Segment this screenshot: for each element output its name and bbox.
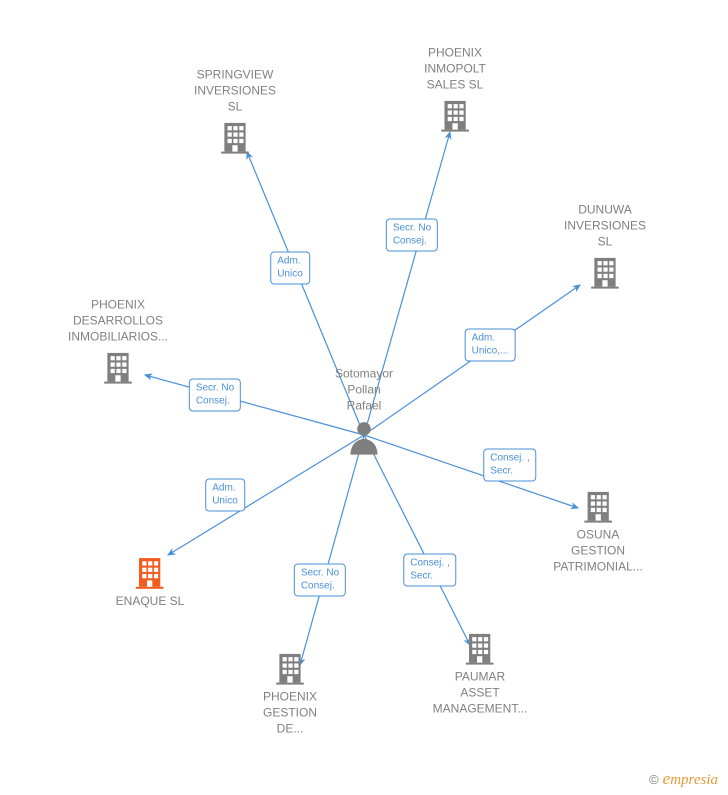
edge-label: Adm. Unico (270, 252, 310, 285)
company-node-paumar[interactable]: PAUMAR ASSET MANAGEMENT... (433, 627, 528, 718)
edge-line (364, 435, 470, 645)
center-label: Sotomayor Pollan Rafael (335, 366, 393, 415)
building-icon (581, 489, 615, 523)
edge-label: Consej. , Secr. (403, 554, 456, 587)
edge-line (364, 435, 578, 508)
edge-line (364, 285, 580, 435)
company-label: ENAQUE SL (116, 593, 185, 609)
company-node-phoenix_desarrollos[interactable]: PHOENIX DESARROLLOS INMOBILIARIOS... (68, 297, 168, 384)
company-label: SPRINGVIEW INVERSIONES SL (194, 67, 276, 116)
building-icon (101, 349, 135, 383)
edge-label: Secr. No Consej. (386, 219, 438, 252)
diagram-canvas: Sotomayor Pollan Rafael SPRINGVIEW INVER… (0, 0, 728, 795)
edge-label: Adm. Unico (205, 479, 245, 512)
company-label: PHOENIX INMOPOLT SALES SL (424, 45, 486, 94)
building-icon (463, 631, 497, 665)
watermark: © empresia (649, 769, 718, 789)
edge-label: Adm. Unico,... (465, 329, 516, 362)
company-node-enaque[interactable]: ENAQUE SL (116, 551, 185, 609)
company-label: PHOENIX GESTION DE... (263, 689, 317, 738)
edge-line (300, 435, 364, 665)
edge-label: Consej. , Secr. (483, 449, 536, 482)
company-node-osuna[interactable]: OSUNA GESTION PATRIMONIAL... (553, 485, 643, 576)
center-person-node[interactable]: Sotomayor Pollan Rafael (335, 366, 393, 455)
person-icon (346, 418, 382, 454)
edge-line (145, 375, 364, 435)
company-node-springview[interactable]: SPRINGVIEW INVERSIONES SL (194, 67, 276, 154)
edge-label: Secr. No Consej. (189, 379, 241, 412)
company-label: OSUNA GESTION PATRIMONIAL... (553, 527, 643, 576)
building-icon (273, 651, 307, 685)
company-label: PHOENIX DESARROLLOS INMOBILIARIOS... (68, 297, 168, 346)
company-node-dunuwa[interactable]: DUNUWA INVERSIONES SL (564, 202, 646, 289)
company-node-phoenix_inmopolt[interactable]: PHOENIX INMOPOLT SALES SL (424, 45, 486, 132)
building-icon (438, 97, 472, 131)
company-label: DUNUWA INVERSIONES SL (564, 202, 646, 251)
company-node-phoenix_gestion[interactable]: PHOENIX GESTION DE... (263, 647, 317, 738)
building-icon (133, 555, 167, 589)
copyright-symbol: © (649, 772, 659, 787)
company-label: PAUMAR ASSET MANAGEMENT... (433, 669, 528, 718)
building-icon (588, 254, 622, 288)
building-icon (218, 119, 252, 153)
brand-name: empresia (663, 769, 718, 789)
edge-label: Secr. No Consej. (294, 564, 346, 597)
